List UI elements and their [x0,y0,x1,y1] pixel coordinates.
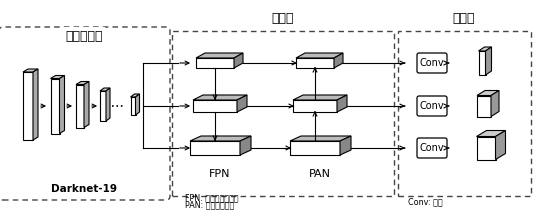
Polygon shape [334,53,343,68]
Polygon shape [135,94,140,115]
Polygon shape [293,100,337,112]
Text: 检测端: 检测端 [272,12,294,24]
Text: Conv: Conv [419,58,444,68]
Polygon shape [193,95,247,100]
Text: FPN: 特征金字塔网络: FPN: 特征金字塔网络 [185,193,239,203]
Polygon shape [478,51,485,75]
Polygon shape [131,94,140,97]
Polygon shape [84,81,89,127]
Polygon shape [196,53,243,58]
Polygon shape [106,88,110,121]
Polygon shape [477,130,506,137]
Polygon shape [290,136,351,141]
Polygon shape [340,136,351,155]
Polygon shape [100,91,106,121]
Polygon shape [190,141,240,155]
Polygon shape [240,136,251,155]
Text: Conv: Conv [419,101,444,111]
Text: PAN: PAN [309,169,331,179]
Polygon shape [337,95,347,112]
Polygon shape [477,137,495,160]
Polygon shape [477,96,491,116]
Polygon shape [59,76,65,134]
Polygon shape [33,69,38,140]
FancyBboxPatch shape [417,96,447,116]
Polygon shape [76,84,84,127]
Polygon shape [478,47,492,51]
Polygon shape [100,88,110,91]
Polygon shape [491,91,499,116]
Polygon shape [190,136,251,141]
Polygon shape [296,53,343,58]
Polygon shape [50,76,65,78]
Polygon shape [293,95,347,100]
Text: Darknet-19: Darknet-19 [51,184,117,194]
Polygon shape [76,81,89,84]
Polygon shape [485,47,492,75]
Text: Conv: 卷积: Conv: 卷积 [408,197,442,207]
Polygon shape [237,95,247,112]
Polygon shape [495,130,506,160]
Polygon shape [196,58,234,68]
Text: FPN: FPN [209,169,231,179]
Polygon shape [477,91,499,96]
Text: PAN: 路径聚合网络: PAN: 路径聚合网络 [185,200,234,210]
Polygon shape [234,53,243,68]
Text: 输出端: 输出端 [453,12,475,24]
Polygon shape [23,72,33,140]
FancyBboxPatch shape [417,138,447,158]
FancyBboxPatch shape [417,53,447,73]
Polygon shape [131,97,135,115]
Text: 基本骨架端: 基本骨架端 [65,30,103,42]
Text: Conv: Conv [419,143,444,153]
Polygon shape [50,78,59,134]
Polygon shape [23,69,38,72]
Polygon shape [296,58,334,68]
Polygon shape [193,100,237,112]
Polygon shape [290,141,340,155]
